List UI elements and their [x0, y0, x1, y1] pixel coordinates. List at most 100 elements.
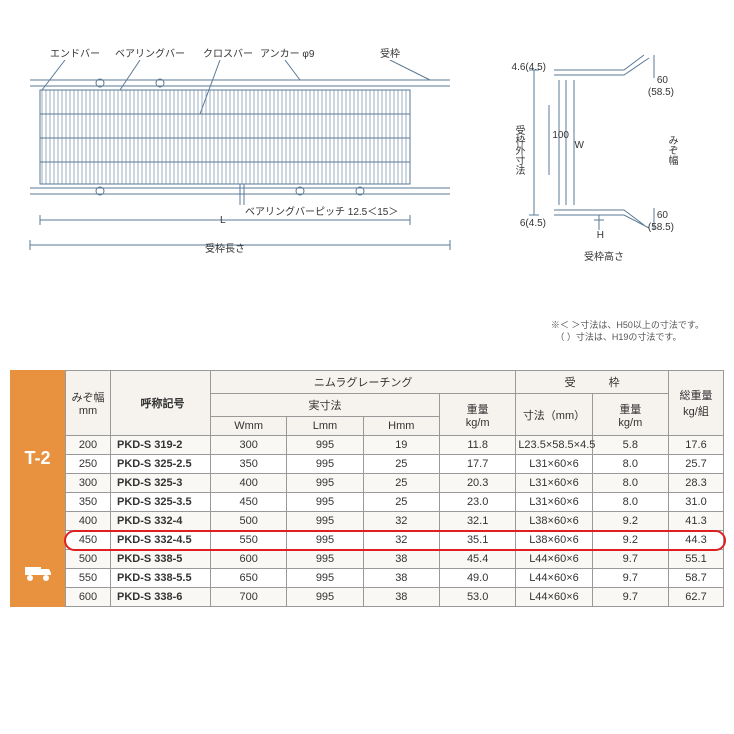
label-d1b: 6(4.5) — [520, 218, 546, 229]
cell-frame: L31×60×6 — [516, 474, 592, 493]
t2-label: T-2 — [24, 448, 50, 469]
cell-l: 995 — [287, 588, 363, 607]
cell-wt: 17.7 — [439, 455, 515, 474]
th-weight: 重量kg/m — [439, 394, 515, 436]
cell-l: 995 — [287, 550, 363, 569]
label-L: L — [220, 215, 226, 226]
label-585a: (58.5) — [648, 87, 674, 98]
table-row: 250PKD-S 325-2.53509952517.7L31×60×68.02… — [66, 455, 724, 474]
grating-plan-svg — [20, 60, 460, 290]
cell-mizo: 350 — [66, 493, 111, 512]
cell-w: 300 — [211, 436, 287, 455]
cell-total: 44.3 — [669, 531, 724, 550]
label-100: 100 — [552, 130, 569, 141]
cell-w: 450 — [211, 493, 287, 512]
cell-mizo: 300 — [66, 474, 111, 493]
label-H: H — [597, 230, 604, 241]
cell-h: 25 — [363, 474, 439, 493]
cell-mizo: 550 — [66, 569, 111, 588]
table-row: 200PKD-S 319-23009951911.8L23.5×58.5×4.5… — [66, 436, 724, 455]
th-H: Hmm — [363, 417, 439, 436]
cell-w: 550 — [211, 531, 287, 550]
label-60a: 60 — [657, 75, 668, 86]
cell-mizo: 400 — [66, 512, 111, 531]
cell-mizo: 200 — [66, 436, 111, 455]
cell-fwt: 8.0 — [592, 455, 668, 474]
label-bearing-pitch: ベアリングバーピッチ 12.5＜15＞ — [245, 203, 398, 218]
label-mizo-width: みぞ幅 — [664, 135, 679, 165]
cell-wt: 49.0 — [439, 569, 515, 588]
cell-mizo: 250 — [66, 455, 111, 474]
cell-w: 400 — [211, 474, 287, 493]
cell-w: 500 — [211, 512, 287, 531]
cell-h: 25 — [363, 493, 439, 512]
cell-frame: L44×60×6 — [516, 550, 592, 569]
th-total: 総重量kg/組 — [669, 371, 724, 436]
label-crossbar: クロスバー — [203, 45, 253, 60]
cell-total: 55.1 — [669, 550, 724, 569]
technical-diagram: エンドバー ベアリングバー クロスバー アンカー φ9 受枠 — [10, 20, 724, 330]
label-frame-height: 受枠高さ — [584, 248, 624, 263]
cell-code: PKD-S 332-4 — [111, 512, 211, 531]
cell-frame: L31×60×6 — [516, 455, 592, 474]
t2-badge: T-2 — [10, 370, 65, 607]
cell-w: 650 — [211, 569, 287, 588]
cell-total: 62.7 — [669, 588, 724, 607]
diagram-footnote: ※＜ ＞寸法は、H50以上の寸法です。 （ ）寸法は、H19の寸法です。 — [551, 320, 704, 343]
th-nimura: ニムラグレーチング — [211, 371, 516, 394]
th-mizo: みぞ幅mm — [66, 371, 111, 436]
cell-h: 32 — [363, 512, 439, 531]
cell-fwt: 9.2 — [592, 512, 668, 531]
th-L: Lmm — [287, 417, 363, 436]
cell-h: 38 — [363, 550, 439, 569]
cell-frame: L38×60×6 — [516, 512, 592, 531]
label-anchor: アンカー φ9 — [260, 45, 314, 60]
cell-fwt: 9.7 — [592, 569, 668, 588]
label-60b: 60 — [657, 210, 668, 221]
cell-w: 350 — [211, 455, 287, 474]
cell-wt: 23.0 — [439, 493, 515, 512]
th-actual: 実寸法 — [211, 394, 440, 417]
th-W: Wmm — [211, 417, 287, 436]
table-row: 450PKD-S 332-4.55509953235.1L38×60×69.24… — [66, 531, 724, 550]
spec-table: みぞ幅mm 呼称記号 ニムラグレーチング 受 枠 総重量kg/組 実寸法 重量k… — [65, 370, 724, 607]
cell-l: 995 — [287, 455, 363, 474]
cell-h: 25 — [363, 455, 439, 474]
cell-l: 995 — [287, 531, 363, 550]
cell-code: PKD-S 338-5 — [111, 550, 211, 569]
th-frame-dim: 寸法（mm） — [516, 394, 592, 436]
cell-l: 995 — [287, 569, 363, 588]
cell-mizo: 450 — [66, 531, 111, 550]
cell-total: 25.7 — [669, 455, 724, 474]
cell-code: PKD-S 325-3 — [111, 474, 211, 493]
cell-total: 58.7 — [669, 569, 724, 588]
truck-icon — [23, 564, 53, 582]
section-svg — [474, 50, 684, 280]
table-row: 300PKD-S 325-34009952520.3L31×60×68.028.… — [66, 474, 724, 493]
cell-code: PKD-S 332-4.5 — [111, 531, 211, 550]
cell-l: 995 — [287, 493, 363, 512]
cell-frame: L38×60×6 — [516, 531, 592, 550]
label-frame-outer: 受枠外寸法 — [511, 125, 526, 175]
cell-frame: L31×60×6 — [516, 493, 592, 512]
cell-total: 41.3 — [669, 512, 724, 531]
cell-l: 995 — [287, 436, 363, 455]
label-585b: (58.5) — [648, 222, 674, 233]
cell-fwt: 9.2 — [592, 531, 668, 550]
cell-fwt: 8.0 — [592, 474, 668, 493]
cell-l: 995 — [287, 474, 363, 493]
cell-mizo: 500 — [66, 550, 111, 569]
label-d1a: 4.6(4.5) — [512, 62, 546, 73]
cell-wt: 20.3 — [439, 474, 515, 493]
cell-wt: 35.1 — [439, 531, 515, 550]
cell-total: 28.3 — [669, 474, 724, 493]
cell-fwt: 9.7 — [592, 550, 668, 569]
cell-code: PKD-S 338-6 — [111, 588, 211, 607]
th-frame-wt: 重量kg/m — [592, 394, 668, 436]
table-row: 550PKD-S 338-5.56509953849.0L44×60×69.75… — [66, 569, 724, 588]
cell-wt: 53.0 — [439, 588, 515, 607]
cell-fwt: 5.8 — [592, 436, 668, 455]
label-bearingbar: ベアリングバー — [115, 45, 185, 60]
label-frame-length: 受枠長さ — [205, 240, 245, 255]
table-row: 400PKD-S 332-45009953232.1L38×60×69.241.… — [66, 512, 724, 531]
